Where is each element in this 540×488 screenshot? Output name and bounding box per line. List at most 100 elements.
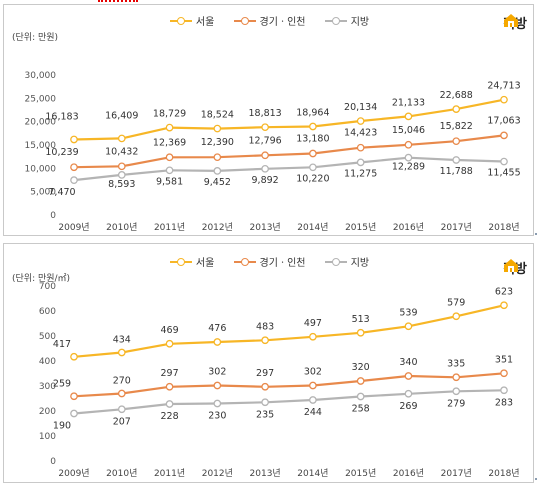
data-label: 9,892 xyxy=(252,175,279,186)
data-point xyxy=(261,151,269,160)
x-tick-label: 2017년 xyxy=(441,468,472,479)
corner-dot xyxy=(535,233,537,235)
data-label: 270 xyxy=(113,376,131,387)
x-tick-label: 2009년 xyxy=(58,222,89,233)
legend-swatch xyxy=(233,257,256,266)
data-point xyxy=(500,131,508,140)
x-tick-label: 2011년 xyxy=(154,222,185,233)
data-label: 483 xyxy=(256,321,274,332)
data-label: 9,581 xyxy=(156,176,183,187)
x-tick-label: 2011년 xyxy=(154,468,185,479)
data-label: 10,239 xyxy=(45,147,78,158)
data-point xyxy=(261,382,269,391)
house-logo-icon xyxy=(504,14,519,27)
data-label: 18,813 xyxy=(248,108,281,119)
x-tick-label: 2018년 xyxy=(488,222,519,233)
data-label: 16,183 xyxy=(45,111,78,122)
data-point xyxy=(500,301,508,310)
data-label: 20,134 xyxy=(344,102,377,113)
data-label: 297 xyxy=(256,368,274,379)
data-label: 259 xyxy=(53,378,71,389)
data-point xyxy=(500,369,508,378)
data-point xyxy=(309,381,317,390)
legend-label: 지방 xyxy=(350,17,370,28)
data-label: 18,729 xyxy=(153,109,186,120)
data-label: 12,796 xyxy=(248,135,281,146)
red-dotted-mark xyxy=(98,0,138,5)
legend-label: 경기ㆍ인천 xyxy=(259,258,306,269)
data-label: 269 xyxy=(399,401,417,412)
data-point xyxy=(356,143,365,152)
legend-item-seoul: 서울 xyxy=(169,254,215,269)
data-label: 12,390 xyxy=(201,137,234,148)
data-point xyxy=(213,153,222,162)
data-point xyxy=(261,164,269,173)
data-point xyxy=(404,153,413,162)
y-tick-label: 30,000 xyxy=(25,71,57,81)
legend-item-regional: 지방 xyxy=(324,13,370,28)
x-tick-label: 2012년 xyxy=(202,468,233,479)
data-label: 417 xyxy=(53,339,71,350)
data-point xyxy=(452,105,461,113)
data-point xyxy=(165,166,174,175)
data-label: 16,409 xyxy=(105,110,138,121)
data-point xyxy=(165,339,174,348)
data-point xyxy=(404,112,413,121)
y-tick-label: 5,000 xyxy=(30,188,56,198)
chart-panel-2: 서울 경기ㆍ인천 지방 (단위: 만원/㎡) 직방 0 100 200 300 400 5… xyxy=(3,243,534,483)
data-point xyxy=(452,156,461,164)
data-point xyxy=(261,398,269,407)
series-line xyxy=(73,98,505,141)
data-label: 513 xyxy=(352,314,370,325)
data-point xyxy=(452,137,461,146)
data-point xyxy=(356,328,365,337)
x-tick-label: 2013년 xyxy=(250,468,281,479)
legend-swatch xyxy=(169,16,192,25)
series-line xyxy=(73,304,505,358)
unit-label: (단위: 만원) xyxy=(12,33,59,43)
data-label: 228 xyxy=(160,411,178,422)
data-label: 190 xyxy=(53,421,71,432)
data-label: 235 xyxy=(256,409,274,420)
series-line xyxy=(73,134,505,169)
data-label: 11,455 xyxy=(487,168,520,179)
data-label: 340 xyxy=(399,357,417,368)
data-point xyxy=(404,372,413,380)
unit-label: (단위: 만원/㎡) xyxy=(12,274,71,284)
data-label: 297 xyxy=(160,368,178,379)
data-label: 302 xyxy=(304,367,322,378)
y-tick-label: 25,000 xyxy=(25,94,57,104)
x-tick-label: 2009년 xyxy=(58,468,89,479)
data-label: 207 xyxy=(113,416,131,427)
chart-panel-1: 서울 경기ㆍ인천 지방 (단위: 만원) 직방 0 5,000 10,000 15,0… xyxy=(3,4,534,236)
legend-swatch xyxy=(169,257,192,266)
data-point xyxy=(117,134,126,143)
data-label: 244 xyxy=(304,407,322,418)
data-point xyxy=(70,135,78,144)
data-label: 579 xyxy=(447,297,465,308)
data-point xyxy=(309,122,317,131)
legend-label: 서울 xyxy=(195,17,215,28)
data-point xyxy=(213,124,222,133)
y-tick-label: 500 xyxy=(39,332,56,342)
data-point xyxy=(70,392,78,401)
data-point xyxy=(117,171,126,179)
data-point xyxy=(213,338,222,346)
data-point xyxy=(500,95,508,104)
x-tick-label: 2016년 xyxy=(393,222,424,233)
data-label: 258 xyxy=(352,404,370,415)
data-point xyxy=(117,405,126,414)
x-tick-label: 2010년 xyxy=(106,222,137,233)
legend-item-gyeonggi-incheon: 경기ㆍ인천 xyxy=(233,254,306,269)
x-tick-label: 2017년 xyxy=(441,222,472,233)
data-label: 335 xyxy=(447,358,465,369)
data-point xyxy=(165,382,174,391)
x-tick-label: 2013년 xyxy=(250,222,281,233)
chart-plot-1: 0 5,000 10,000 15,000 20,000 25,000 30,000 2009… xyxy=(25,71,521,233)
data-label: 10,220 xyxy=(296,173,329,184)
zigbang-logo: 직방 xyxy=(503,13,527,32)
data-label: 21,133 xyxy=(392,97,425,108)
legend-label: 서울 xyxy=(195,258,215,269)
data-label: 230 xyxy=(208,411,226,422)
legend-item-gyeonggi-incheon: 경기ㆍ인천 xyxy=(233,13,306,28)
